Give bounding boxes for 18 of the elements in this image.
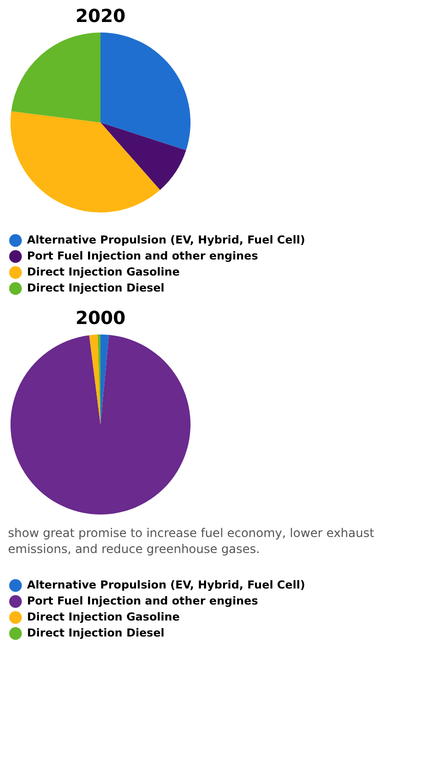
- pie-slice: [11, 32, 100, 122]
- legend-label: Alternative Propulsion (EV, Hybrid, Fuel Cell): [27, 234, 306, 246]
- legend-label: Direct Injection Gasoline: [27, 266, 180, 278]
- legend-label: Port Fuel Injection and other engines: [27, 250, 258, 262]
- text: show great promise to increase fuel economy, lower exhaust emissions, and reduce greenhouse gases.: [8, 526, 374, 556]
- pie-slice: [89, 334, 100, 424]
- legend-label: Direct Injection Diesel: [27, 282, 164, 294]
- chart-title: 2020: [75, 6, 126, 27]
- chart-title: 2000: [75, 308, 126, 329]
- legend-label: Alternative Propulsion (EV, Hybrid, Fuel Cell): [27, 578, 306, 592]
- legend-label: Direct Injection Gasoline: [27, 610, 180, 624]
- pie-slice: [100, 122, 186, 190]
- pie-slice: [100, 32, 190, 150]
- legend-label: Port Fuel Injection and other engines: [27, 594, 258, 608]
- pie-slice: [10, 111, 160, 212]
- legend-label: Direct Injection Diesel: [27, 626, 164, 640]
- pie-slice: [100, 334, 109, 424]
- pie-slice: [10, 334, 190, 514]
